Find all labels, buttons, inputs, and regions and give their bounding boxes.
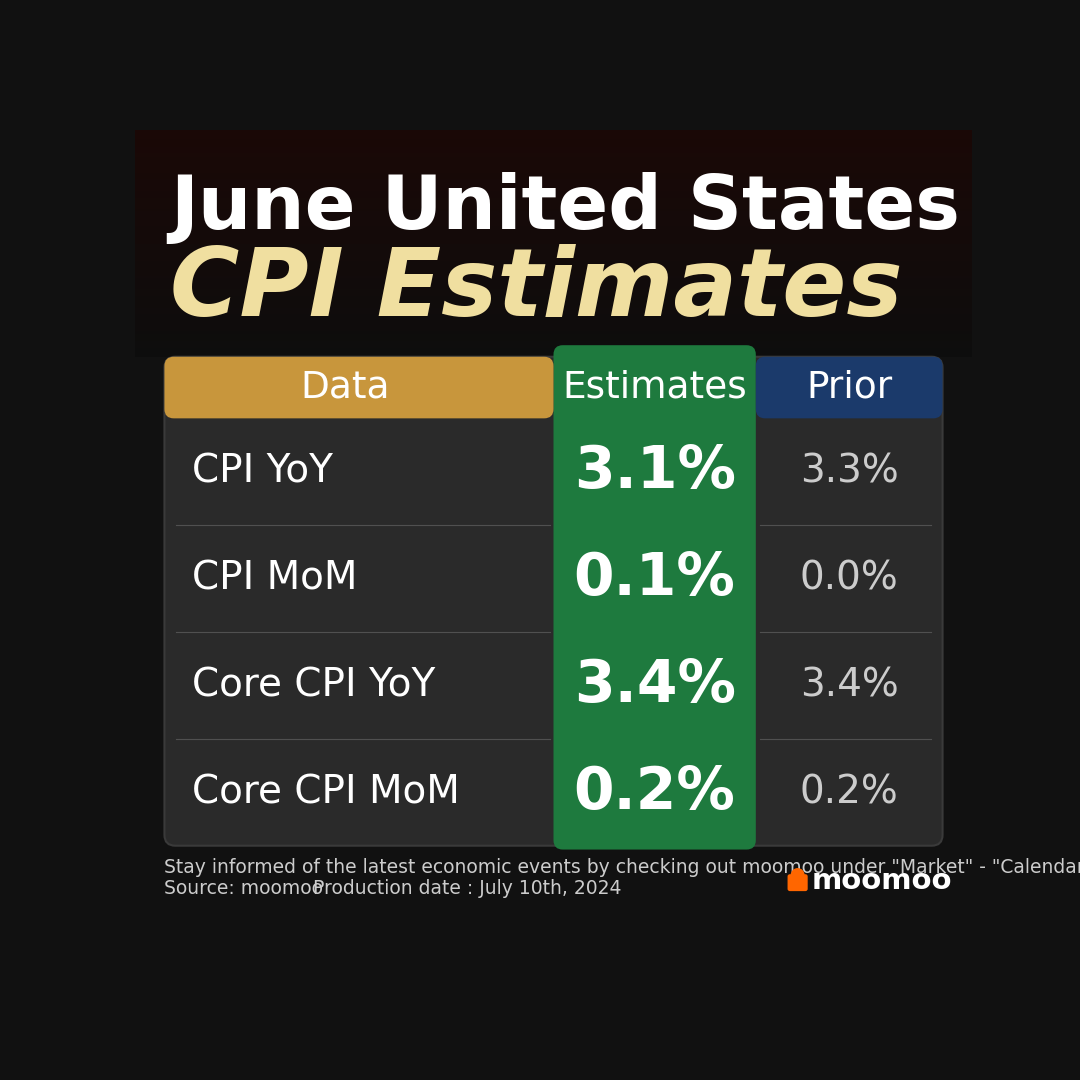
Bar (135, 356, 972, 961)
Text: 0.2%: 0.2% (573, 764, 735, 821)
Text: 0.2%: 0.2% (800, 773, 899, 811)
FancyBboxPatch shape (787, 874, 808, 891)
Text: CPI Estimates: CPI Estimates (170, 244, 903, 336)
Text: Production date : July 10th, 2024: Production date : July 10th, 2024 (313, 878, 622, 897)
Text: Estimates: Estimates (563, 369, 747, 406)
Text: Stay informed of the latest economic events by checking out moomoo under "Market: Stay informed of the latest economic eve… (164, 858, 1080, 877)
FancyBboxPatch shape (756, 356, 943, 418)
Text: moomoo: moomoo (811, 867, 953, 895)
Text: CPI YoY: CPI YoY (191, 453, 333, 490)
Circle shape (791, 868, 805, 882)
Text: Data: Data (300, 369, 390, 406)
Text: 3.1%: 3.1% (573, 443, 735, 500)
FancyBboxPatch shape (554, 346, 756, 850)
Text: Source: moomoo: Source: moomoo (164, 878, 323, 897)
Text: 3.3%: 3.3% (800, 453, 899, 490)
Text: Core CPI MoM: Core CPI MoM (191, 773, 459, 811)
FancyBboxPatch shape (164, 356, 943, 846)
Text: 3.4%: 3.4% (800, 666, 899, 704)
Text: June United States: June United States (170, 172, 960, 245)
Text: 0.1%: 0.1% (573, 550, 735, 607)
Text: 0.0%: 0.0% (800, 559, 899, 597)
Text: Prior: Prior (806, 369, 892, 406)
Text: Core CPI YoY: Core CPI YoY (191, 666, 435, 704)
Text: CPI MoM: CPI MoM (191, 559, 357, 597)
Text: 3.4%: 3.4% (573, 657, 735, 714)
FancyBboxPatch shape (164, 356, 554, 418)
